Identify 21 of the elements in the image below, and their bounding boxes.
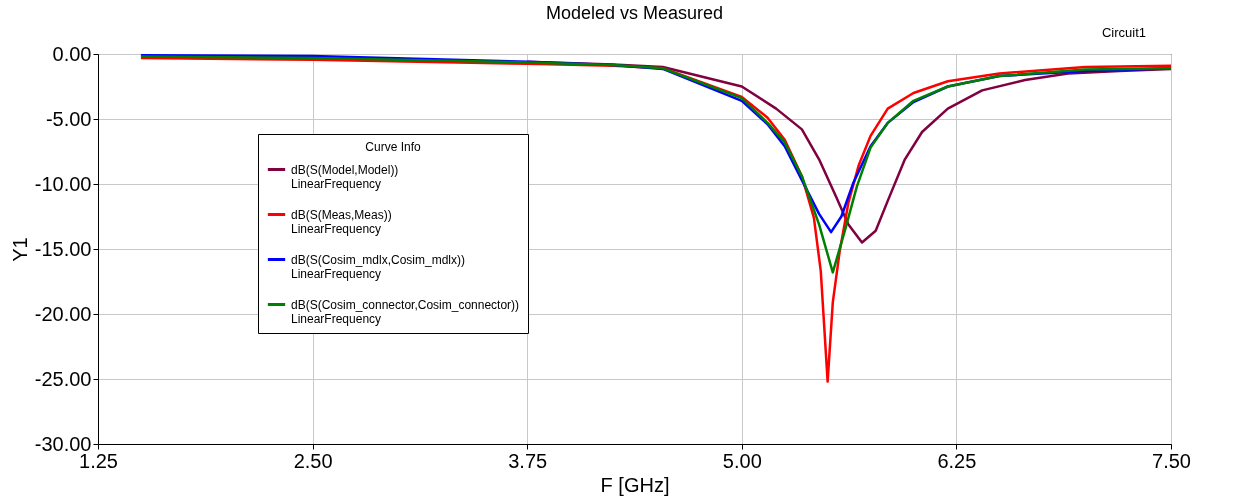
y-tick-label: -15.00: [34, 237, 92, 260]
x-tick-label: 6.25: [937, 449, 977, 472]
legend-label: dB(S(Cosim_connector,Cosim_connector)) LinearFrequency: [291, 297, 520, 326]
y-tick-label: -30.00: [34, 432, 92, 455]
x-tick-label: 5.00: [722, 449, 762, 472]
x-tick-label: 3.75: [508, 449, 548, 472]
x-axis-title: F [GHz]: [600, 473, 670, 496]
legend-label: dB(S(Meas,Meas)) LinearFrequency: [291, 207, 392, 236]
y-axis-title: Y1: [8, 237, 31, 262]
text: Circuit1: [1101, 25, 1146, 40]
y-tick-label: 0.00: [52, 42, 92, 65]
y-tick-label: -10.00: [34, 172, 92, 195]
chart-title: Modeled vs Measured: [545, 3, 724, 23]
y-tick-label: -20.00: [34, 302, 92, 325]
x-tick-label: 7.50: [1152, 449, 1191, 472]
y-tick-label: -25.00: [34, 367, 92, 390]
x-tick-label: 2.50: [293, 449, 333, 472]
y-tick-label: -5.00: [45, 107, 92, 130]
legend-label: dB(S(Model,Model)) LinearFrequency: [291, 162, 399, 191]
legend-title: Curve Info: [365, 140, 422, 154]
legend-label: dB(S(Cosim_mdlx,Cosim_mdlx)) LinearFrequency: [291, 252, 466, 281]
